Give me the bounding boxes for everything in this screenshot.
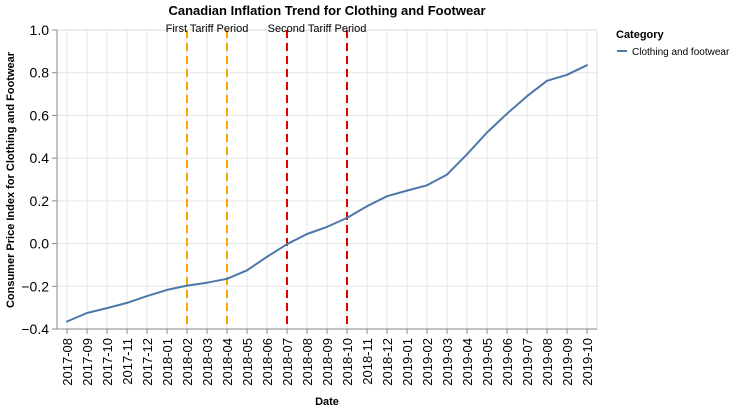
legend: Category Clothing and footwear <box>616 29 730 58</box>
x-tick-label: 2019-07 <box>520 338 535 386</box>
x-tick-label: 2019-10 <box>580 338 595 386</box>
x-tick-label: 2018-06 <box>260 338 275 386</box>
x-tick-label: 2019-09 <box>560 338 575 386</box>
data-point <box>546 79 548 82</box>
data-point <box>426 184 428 187</box>
x-tick-label: 2018-01 <box>160 338 175 386</box>
data-point <box>106 307 108 310</box>
legend-title: Category <box>616 29 665 41</box>
data-point <box>66 320 68 323</box>
x-tick-label: 2017-10 <box>100 338 115 386</box>
data-point <box>226 277 228 280</box>
x-tick-label: 2018-08 <box>300 338 315 386</box>
x-tick-label: 2019-08 <box>540 338 555 386</box>
x-axis-title: Date <box>315 396 339 408</box>
data-point <box>166 288 168 291</box>
data-point <box>86 312 88 314</box>
data-point <box>186 284 188 287</box>
x-tick-label: 2018-09 <box>320 338 335 386</box>
y-tick-label: 1.0 <box>30 22 50 38</box>
data-point <box>286 243 288 246</box>
y-tick-label: −0.2 <box>21 278 49 294</box>
y-tick-label: 0.2 <box>30 193 50 209</box>
data-point <box>266 255 268 258</box>
x-tick-label: 2018-07 <box>280 338 295 386</box>
tariff-period-markers: First Tariff Period Second Tariff Period <box>166 23 367 329</box>
x-tick-label: 2017-12 <box>140 338 155 386</box>
data-point <box>366 205 368 208</box>
y-tick-label: 0.0 <box>30 236 50 252</box>
y-tick-label: 0.4 <box>30 150 50 166</box>
data-point <box>326 225 328 228</box>
x-tick-label: 2019-05 <box>480 338 495 386</box>
axes: −0.4 −0.2 0.0 0.2 0.4 0.6 0.8 1.0 2017-08 2017-09… <box>21 22 597 386</box>
data-point <box>146 295 148 298</box>
x-tick-label: 2018-11 <box>360 338 375 385</box>
data-point <box>126 301 128 304</box>
x-tick-label: 2018-02 <box>180 338 195 386</box>
data-point <box>566 73 568 76</box>
data-point <box>386 195 388 198</box>
data-point <box>466 153 468 156</box>
data-point <box>246 269 248 272</box>
legend-item-label: Clothing and footwear <box>632 47 730 58</box>
data-point <box>446 173 448 176</box>
y-tick-label: −0.4 <box>21 321 49 337</box>
tariff-period-label: First Tariff Period <box>166 23 249 35</box>
series-layer <box>66 64 588 323</box>
data-point <box>406 189 408 192</box>
y-tick-label: 0.6 <box>30 107 50 123</box>
x-tick-label: 2017-08 <box>60 338 75 386</box>
x-tick-label: 2017-11 <box>120 338 135 385</box>
x-tick-label: 2019-01 <box>400 338 415 386</box>
x-tick-label: 2019-03 <box>440 338 455 386</box>
x-tick-label: 2017-09 <box>80 338 95 386</box>
grid <box>57 29 597 330</box>
data-point <box>526 95 528 98</box>
data-point <box>486 131 488 134</box>
data-point <box>346 216 348 219</box>
y-tick-label: 0.8 <box>30 65 50 81</box>
x-tick-label: 2018-12 <box>380 338 395 386</box>
chart-title: Canadian Inflation Trend for Clothing an… <box>168 3 485 18</box>
x-tick-label: 2018-03 <box>200 338 215 386</box>
data-point <box>506 112 508 115</box>
data-point <box>306 233 308 235</box>
x-tick-label: 2019-02 <box>420 338 435 386</box>
x-tick-label: 2019-04 <box>460 338 475 386</box>
x-tick-label: 2019-06 <box>500 338 515 386</box>
y-axis-title: Consumer Price Index for Clothing and Fo… <box>5 51 17 308</box>
tariff-period-label: Second Tariff Period <box>268 23 367 35</box>
x-tick-label: 2018-10 <box>340 338 355 386</box>
x-tick-label: 2018-05 <box>240 338 255 386</box>
data-point <box>586 64 588 67</box>
data-point <box>206 281 208 284</box>
x-tick-label: 2018-04 <box>220 338 235 386</box>
